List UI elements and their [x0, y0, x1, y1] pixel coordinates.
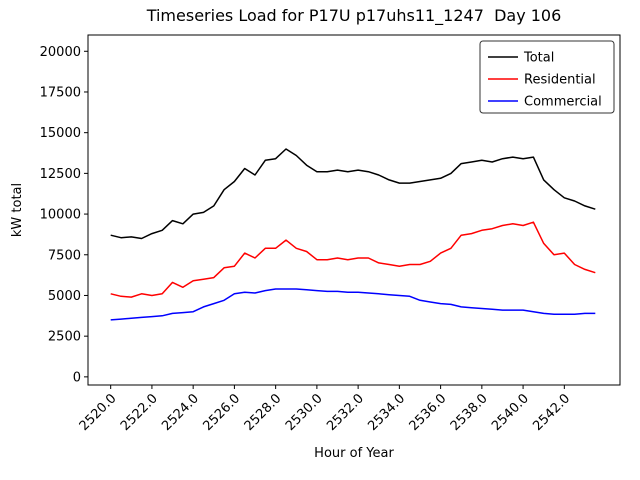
series-line-residential [110, 221, 596, 298]
y-tick-label: 2500 [48, 330, 81, 345]
y-tick-label: 7500 [48, 248, 81, 263]
x-tick-label: 2536.0 [407, 391, 450, 434]
x-tick-label: 2520.0 [77, 391, 120, 434]
x-tick-label: 2528.0 [242, 391, 285, 434]
y-tick-label: 0 [73, 370, 81, 385]
legend-box [479, 40, 615, 114]
series-line-commercial [110, 288, 596, 321]
legend-label-commercial: Commercial [524, 95, 602, 110]
x-tick-label: 2524.0 [159, 391, 202, 434]
x-tick-label: 2542.0 [530, 391, 573, 434]
legend-label-total: Total [523, 51, 554, 66]
series-line-total [110, 148, 596, 240]
y-tick-label: 15000 [40, 126, 81, 141]
y-tick-label: 20000 [40, 45, 81, 60]
x-tick-label: 2534.0 [365, 391, 408, 434]
legend-label-residential: Residential [524, 73, 596, 88]
x-tick-label: 2530.0 [283, 391, 326, 434]
x-tick-label: 2522.0 [118, 391, 161, 434]
y-tick-label: 12500 [40, 167, 81, 182]
x-tick-label: 2538.0 [448, 391, 491, 434]
x-tick-label: 2532.0 [324, 391, 367, 434]
x-axis-label: Hour of Year [314, 446, 394, 461]
x-tick-label: 2540.0 [489, 391, 532, 434]
y-tick-label: 5000 [48, 289, 81, 304]
axes-border [87, 34, 621, 386]
chart-title: Timeseries Load for P17U p17uhs11_1247 D… [146, 6, 562, 25]
x-tick-label: 2526.0 [200, 391, 243, 434]
y-axis-label: kW total [10, 182, 25, 238]
y-tick-label: 17500 [40, 85, 81, 100]
y-tick-label: 10000 [40, 208, 81, 223]
